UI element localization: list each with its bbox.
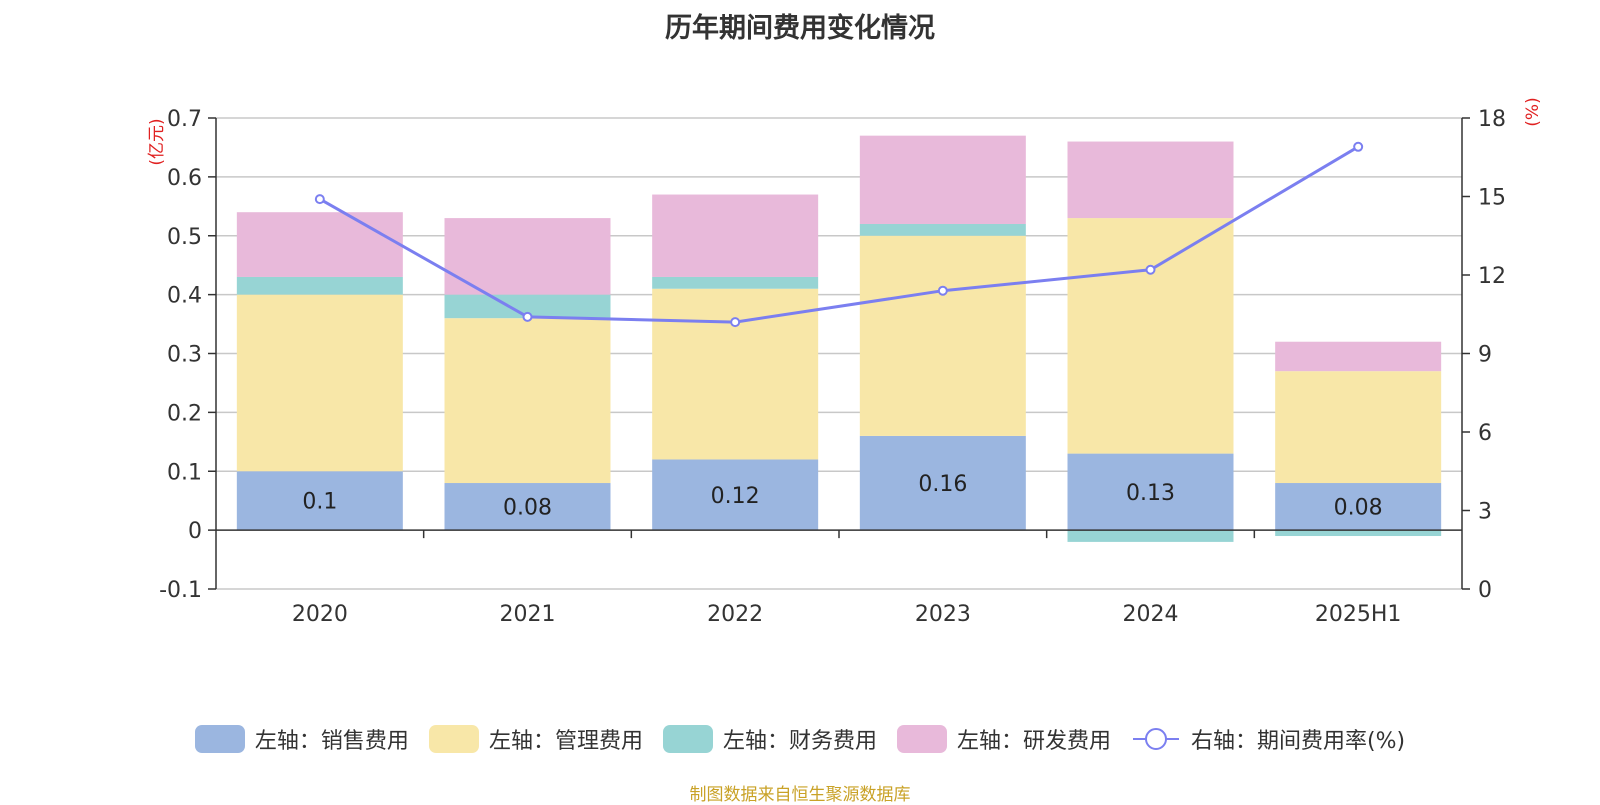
x-category-label: 2023 (915, 602, 971, 627)
left-tick-label: -0.1 (159, 578, 202, 603)
bar-segment (1067, 141, 1234, 219)
legend-swatch-sales (194, 725, 245, 753)
right-tick-label: 18 (1478, 107, 1506, 132)
legend-item-finance[interactable]: 左轴：财务费用 (662, 723, 877, 755)
bar-segment (1067, 530, 1234, 542)
x-category-label: 2024 (1123, 602, 1179, 627)
legend: 左轴：销售费用 左轴：管理费用 左轴：财务费用 左轴：研发费用 右轴：期间费用率… (0, 723, 1600, 755)
bar-segment (236, 276, 403, 295)
bar-segment (236, 212, 403, 277)
bar-segment (236, 294, 403, 472)
bars-group (236, 135, 1442, 542)
bar-segment (444, 318, 611, 484)
bar-segment (1275, 530, 1442, 537)
legend-item-rnd[interactable]: 左轴：研发费用 (896, 723, 1111, 755)
left-axis-unit: (亿元) (147, 118, 167, 165)
right-tick-label: 12 (1478, 264, 1506, 289)
right-tick-label: 6 (1478, 421, 1492, 446)
legend-swatch-admin (428, 725, 479, 753)
left-tick-label: 0.3 (167, 343, 202, 368)
bar-segment (444, 218, 611, 295)
left-tick-label: 0.7 (167, 107, 202, 132)
bar-segment (444, 483, 611, 531)
x-category-label: 2022 (707, 602, 763, 627)
left-tick-label: 0.6 (167, 166, 202, 191)
rate-point (1353, 141, 1364, 152)
left-tick-label: 0.5 (167, 225, 202, 250)
right-axis-unit: (%) (1523, 97, 1543, 126)
right-tick-label: 9 (1478, 343, 1492, 368)
bar-value-label: 0.08 (503, 496, 552, 521)
bar-value-label: 0.12 (711, 484, 760, 509)
bar-segment (444, 294, 611, 319)
legend-label-finance: 左轴：财务费用 (722, 729, 877, 754)
legend-label-rate: 右轴：期间费用率(%) (1190, 729, 1406, 754)
bar-segment (1067, 218, 1234, 454)
legend-swatch-finance (662, 725, 713, 753)
bar-segment (859, 135, 1026, 224)
bar-segment (652, 276, 819, 289)
right-tick-label: 0 (1478, 578, 1492, 603)
x-category-label: 2020 (292, 602, 348, 627)
left-tick-label: 0 (188, 519, 202, 544)
legend-line-marker-icon (1132, 728, 1179, 750)
left-tick-label: 0.2 (167, 401, 202, 426)
left-tick-label: 0.1 (167, 460, 202, 485)
chart-title: 历年期间费用变化情况 (665, 13, 935, 44)
rate-point (1145, 264, 1156, 275)
bar-value-label: 0.16 (918, 472, 967, 497)
axes-group: -0.1 0 0.1 0.2 0.3 0.4 0.5 0.6 0.7 0 3 6 9 12 15 18 (亿元)… (147, 97, 1543, 627)
data-source: 制图数据来自恒生聚源数据库 (689, 785, 911, 805)
bar-segment (652, 459, 819, 531)
bar-segment (1275, 341, 1442, 372)
rate-line-group (314, 141, 1364, 328)
labels-group: 0.1 0.08 0.12 0.16 0.13 0.08 (302, 472, 1382, 521)
right-tick-label: 15 (1478, 186, 1506, 211)
bar-segment (1275, 371, 1442, 484)
bar-value-label: 0.13 (1126, 481, 1175, 506)
bar-segment (236, 471, 403, 531)
rate-point (314, 194, 325, 205)
grid-lines (216, 117, 1462, 590)
legend-item-admin[interactable]: 左轴：管理费用 (428, 723, 643, 755)
left-tick-label: 0.4 (167, 284, 202, 309)
legend-label-rnd: 左轴：研发费用 (956, 729, 1111, 754)
x-category-label: 2021 (500, 602, 556, 627)
rate-point (730, 317, 741, 328)
legend-swatch-rnd (896, 725, 947, 753)
legend-label-admin: 左轴：管理费用 (488, 729, 643, 754)
bar-value-label: 0.08 (1334, 496, 1383, 521)
rate-line (319, 145, 1359, 324)
bar-segment (859, 435, 1026, 531)
rate-point (522, 311, 533, 322)
legend-label-sales: 左轴：销售费用 (254, 729, 409, 754)
bar-segment (652, 194, 819, 277)
rate-point (937, 285, 948, 296)
legend-item-rate[interactable]: 右轴：期间费用率(%) (1131, 723, 1405, 755)
chart-canvas: -0.1 0 0.1 0.2 0.3 0.4 0.5 0.6 0.7 0 3 6 9 12 15 18 (亿元)… (147, 97, 1543, 627)
bar-segment (1275, 483, 1442, 531)
bar-value-label: 0.1 (302, 490, 337, 515)
bar-segment (1067, 453, 1234, 531)
legend-item-sales[interactable]: 左轴：销售费用 (194, 723, 409, 755)
right-tick-label: 3 (1478, 500, 1492, 525)
bar-segment (859, 235, 1026, 436)
x-category-label: 2025H1 (1315, 602, 1402, 627)
bar-segment (859, 223, 1026, 236)
